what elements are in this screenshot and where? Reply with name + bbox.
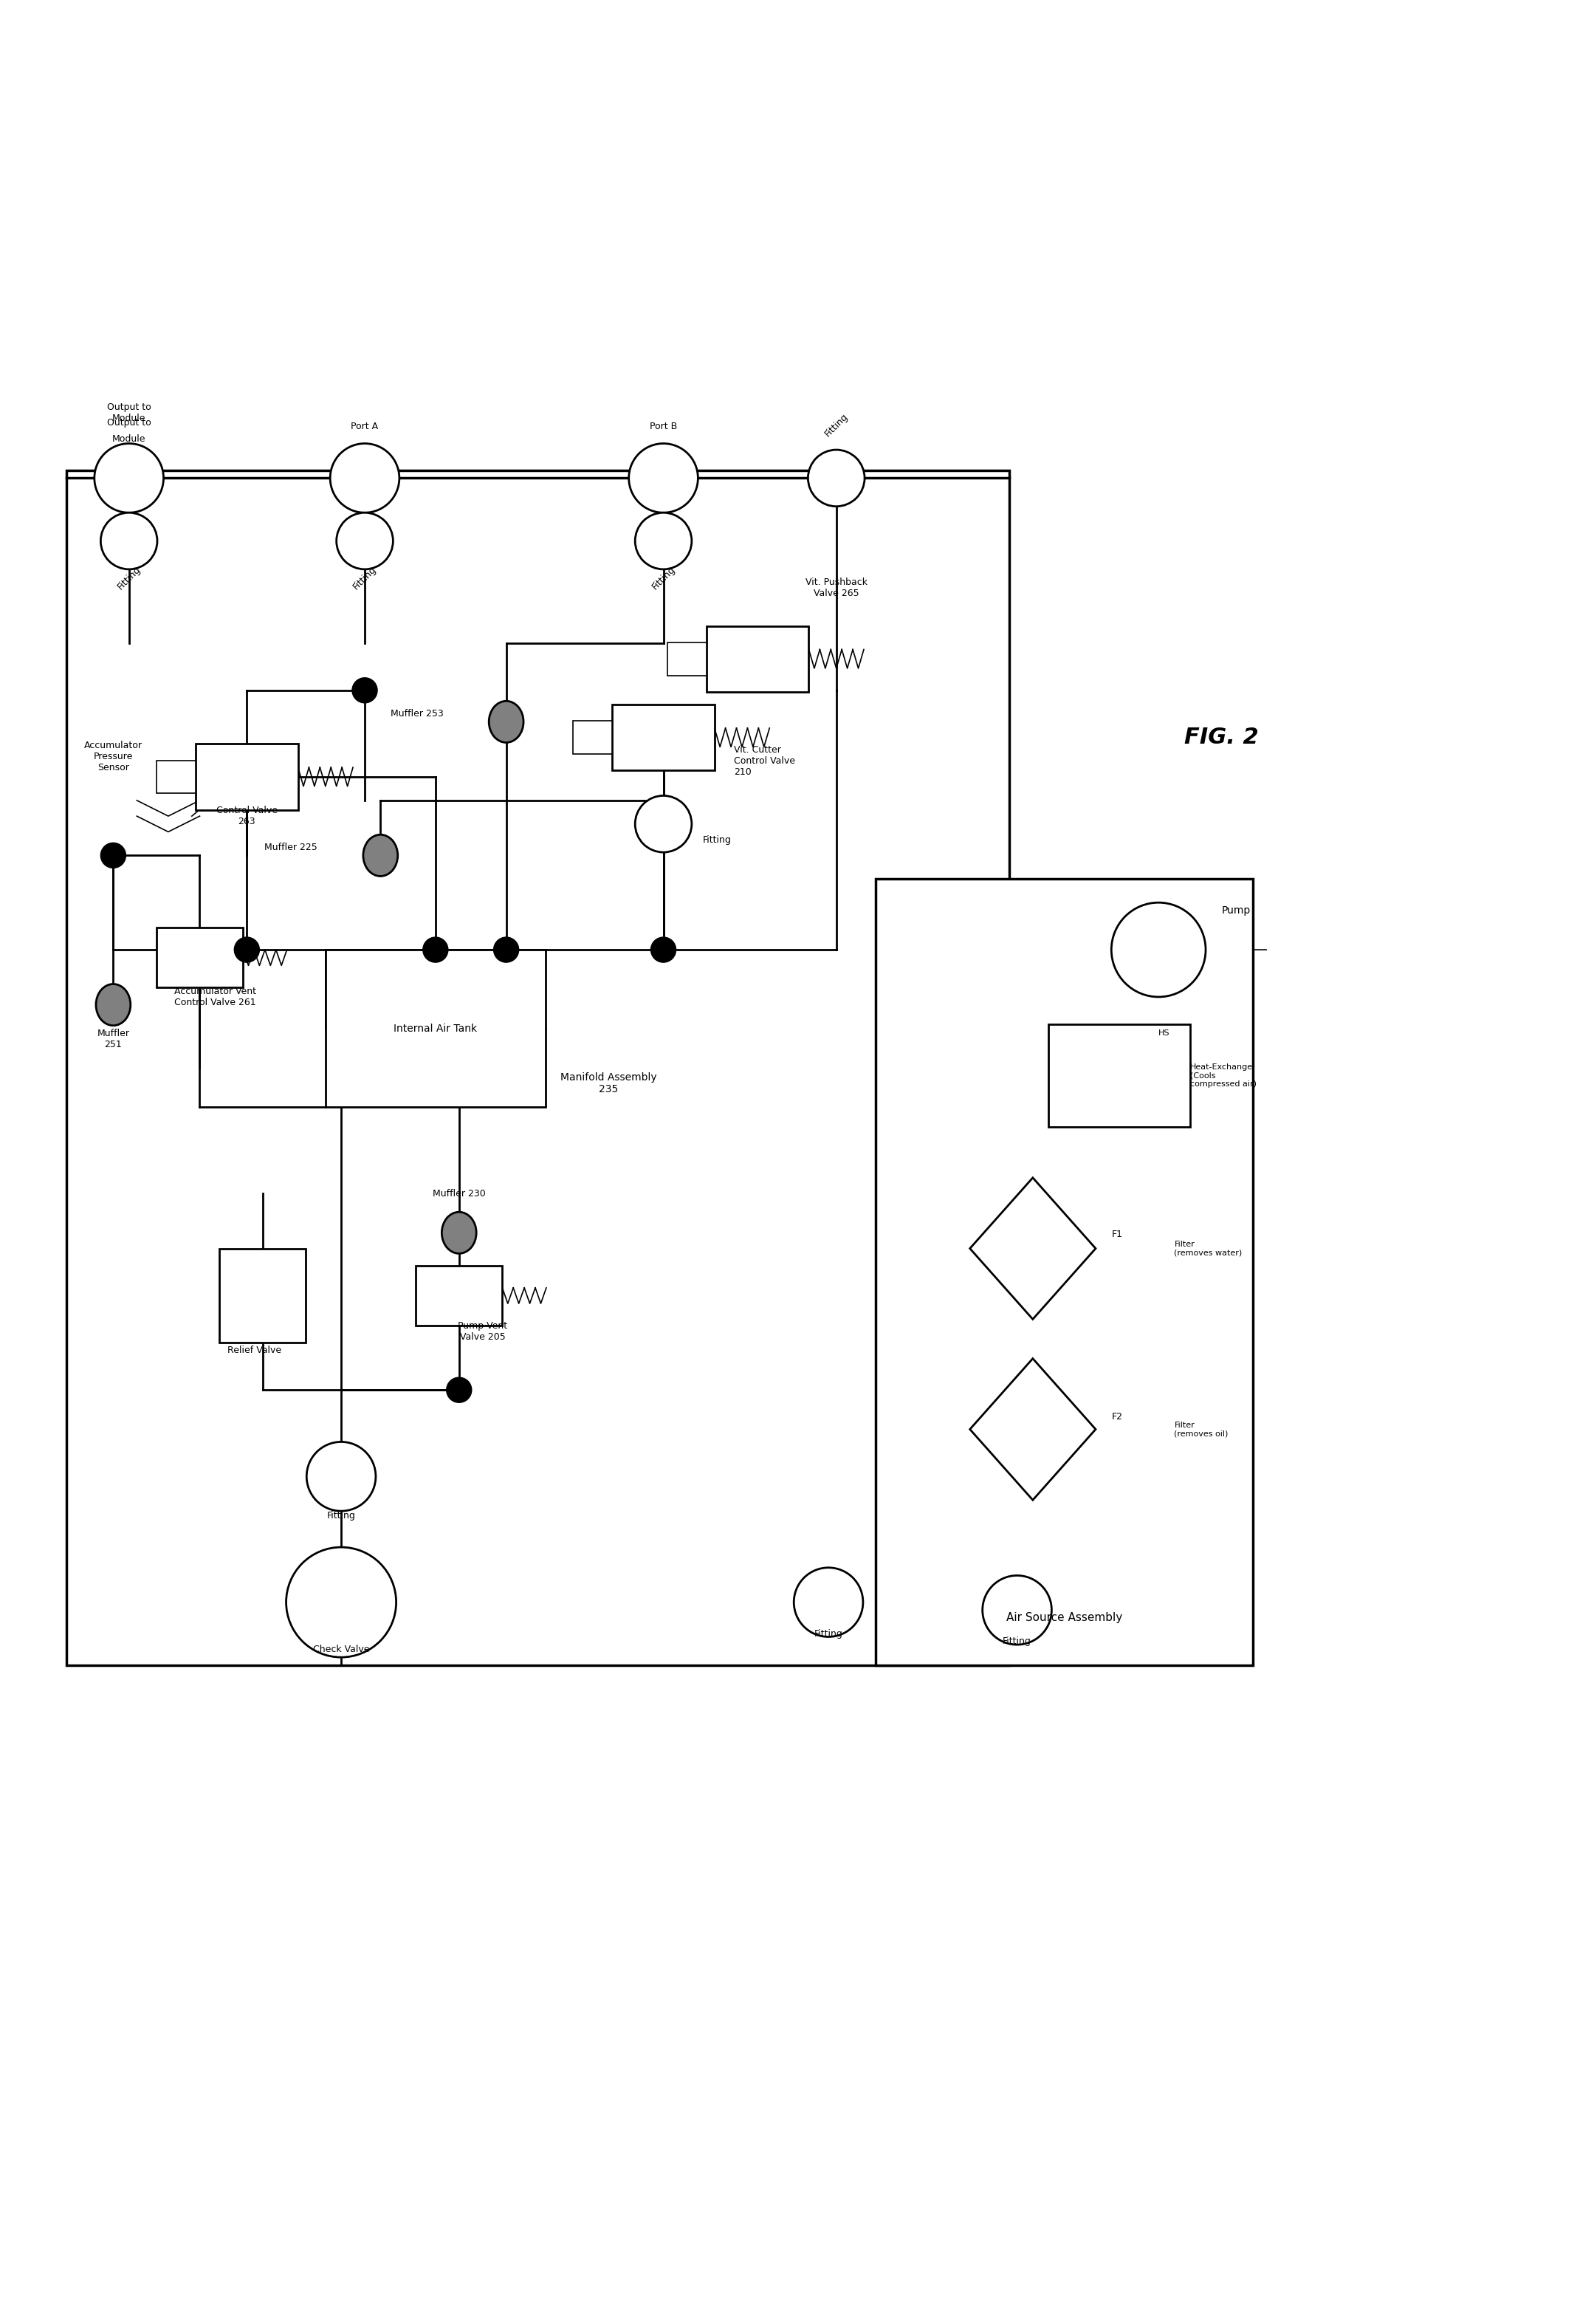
Circle shape: [982, 1576, 1052, 1645]
Circle shape: [634, 514, 692, 569]
Text: Accumulator
Pressure
Sensor: Accumulator Pressure Sensor: [84, 741, 142, 772]
Text: HS: HS: [1159, 1030, 1170, 1037]
Bar: [156, 927, 242, 988]
Text: F1: F1: [1111, 1229, 1122, 1239]
Text: Port B: Port B: [650, 421, 677, 430]
Circle shape: [330, 444, 400, 514]
Text: Filter
(removes oil): Filter (removes oil): [1175, 1422, 1229, 1436]
Circle shape: [628, 444, 698, 514]
Bar: [875, 878, 1253, 1664]
Text: Internal Air Tank: Internal Air Tank: [394, 1023, 477, 1034]
Text: Fitting: Fitting: [815, 1629, 843, 1638]
Text: Filter
(removes water): Filter (removes water): [1175, 1241, 1242, 1257]
Text: Air Source Assembly: Air Source Assembly: [1006, 1613, 1122, 1624]
Circle shape: [234, 937, 260, 962]
Text: Output to
Module: Output to Module: [107, 402, 151, 423]
Text: Muffler 225: Muffler 225: [265, 844, 317, 853]
Text: Output to: Output to: [107, 418, 151, 428]
Bar: [65, 469, 1009, 1664]
Bar: [416, 1267, 502, 1325]
Circle shape: [100, 844, 126, 867]
Circle shape: [287, 1548, 397, 1657]
Text: Fitting: Fitting: [823, 411, 850, 439]
Text: Fitting: Fitting: [351, 565, 378, 593]
Circle shape: [352, 679, 378, 702]
Bar: [612, 704, 714, 772]
Circle shape: [634, 795, 692, 853]
Circle shape: [494, 937, 518, 962]
Text: Muffler 253: Muffler 253: [391, 709, 443, 718]
Text: Muffler
251: Muffler 251: [97, 1030, 129, 1050]
Circle shape: [100, 514, 158, 569]
Text: Check Valve: Check Valve: [312, 1645, 370, 1655]
Ellipse shape: [489, 702, 523, 744]
Text: Fitting: Fitting: [1003, 1636, 1031, 1645]
Circle shape: [336, 514, 394, 569]
Ellipse shape: [442, 1213, 477, 1253]
Text: Fitting: Fitting: [115, 565, 142, 593]
Circle shape: [808, 451, 864, 507]
Text: Control Valve
263: Control Valve 263: [217, 806, 277, 827]
Text: Muffler 230: Muffler 230: [432, 1188, 486, 1199]
Text: FIG. 2: FIG. 2: [1184, 727, 1259, 748]
Text: Vit. Cutter
Control Valve
210: Vit. Cutter Control Valve 210: [735, 746, 795, 776]
Bar: [706, 625, 808, 693]
Text: Port A: Port A: [351, 421, 378, 430]
Text: Heat-Exchange
(Cools
compressed air): Heat-Exchange (Cools compressed air): [1191, 1064, 1256, 1088]
Circle shape: [650, 937, 676, 962]
Text: Manifold Assembly
235: Manifold Assembly 235: [559, 1071, 657, 1095]
Polygon shape: [969, 1360, 1095, 1499]
Bar: [325, 951, 545, 1106]
Bar: [156, 760, 196, 792]
Ellipse shape: [96, 983, 131, 1025]
Bar: [572, 720, 612, 753]
Bar: [220, 1248, 306, 1343]
Text: Pump Vent
Valve 205: Pump Vent Valve 205: [457, 1322, 507, 1343]
Circle shape: [94, 444, 164, 514]
Polygon shape: [969, 1178, 1095, 1320]
Circle shape: [1111, 902, 1205, 997]
Text: Fitting: Fitting: [650, 565, 677, 593]
Bar: [1049, 1025, 1191, 1127]
Circle shape: [794, 1569, 862, 1636]
Text: Relief Valve: Relief Valve: [228, 1346, 282, 1355]
Text: Vit. Pushback
Valve 265: Vit. Pushback Valve 265: [805, 579, 867, 600]
Bar: [196, 744, 298, 809]
Circle shape: [446, 1378, 472, 1404]
Circle shape: [422, 937, 448, 962]
Ellipse shape: [363, 834, 398, 876]
Text: Module: Module: [112, 435, 145, 444]
Text: F2: F2: [1111, 1413, 1122, 1422]
Bar: [668, 641, 706, 676]
Text: Fitting: Fitting: [703, 834, 732, 844]
Text: Accumulator Vent
Control Valve 261: Accumulator Vent Control Valve 261: [174, 988, 257, 1006]
Text: Fitting: Fitting: [327, 1511, 355, 1520]
Circle shape: [306, 1441, 376, 1511]
Text: Pump: Pump: [1221, 906, 1250, 916]
